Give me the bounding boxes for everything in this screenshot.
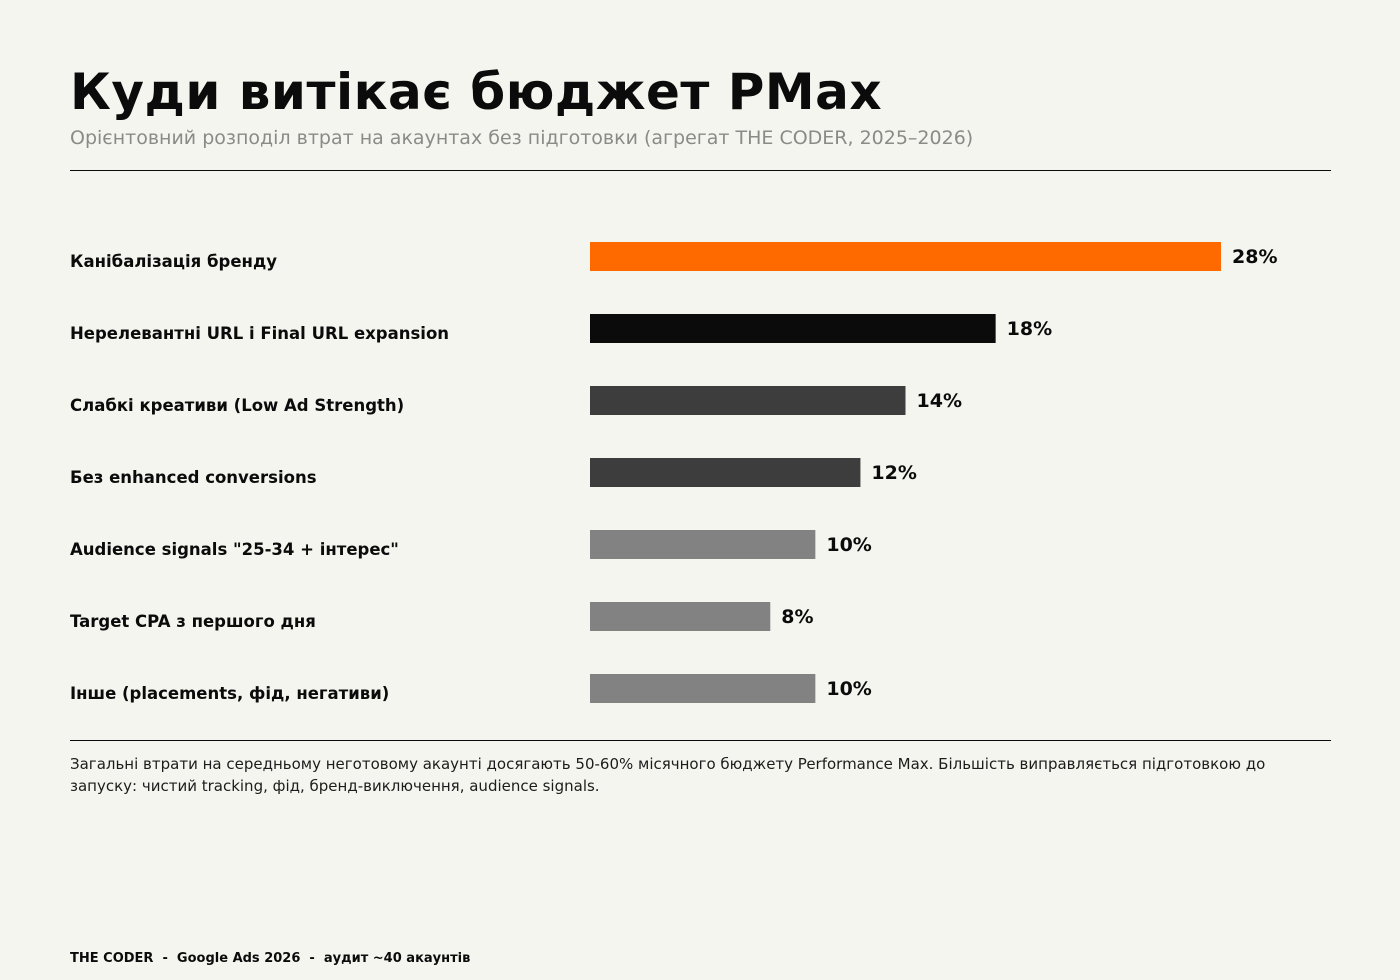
category-label: Без enhanced conversions <box>70 468 317 487</box>
category-label: Target CPA з першого дня <box>70 612 316 631</box>
value-label: 12% <box>871 462 916 484</box>
bar <box>590 314 996 343</box>
footnote: Загальні втрати на середньому неготовому… <box>70 755 1266 795</box>
bar <box>590 602 771 631</box>
bar <box>590 674 816 703</box>
footer-credits: THE CODER - Google Ads 2026 - аудит ~40 … <box>70 951 471 966</box>
category-label: Нерелевантні URL і Final URL expansion <box>70 324 449 343</box>
value-label: 18% <box>1007 318 1052 340</box>
value-label: 10% <box>826 534 871 556</box>
bar <box>590 242 1221 271</box>
value-label: 8% <box>781 606 813 628</box>
bar-chart: Канібалізація бренду 28% Нерелевантні URL … <box>70 242 1277 703</box>
value-label: 14% <box>917 390 962 412</box>
page-subtitle: Орієнтовний розподіл втрат на акаунтах б… <box>70 127 974 149</box>
category-label: Audience signals "25-34 + інтерес" <box>70 540 399 559</box>
category-label: Слабкі креативи (Low Ad Strength) <box>70 396 404 415</box>
category-label: Інше (placements, фід, негативи) <box>70 684 389 703</box>
category-label: Канібалізація бренду <box>70 252 277 271</box>
bar <box>590 386 906 415</box>
value-label: 10% <box>826 678 871 700</box>
bar <box>590 530 816 559</box>
value-label: 28% <box>1232 246 1277 268</box>
page-title: Куди витікає бюджет PMax <box>70 63 883 121</box>
bottom-divider <box>70 740 1331 741</box>
top-divider <box>70 170 1331 171</box>
bar <box>590 458 861 487</box>
